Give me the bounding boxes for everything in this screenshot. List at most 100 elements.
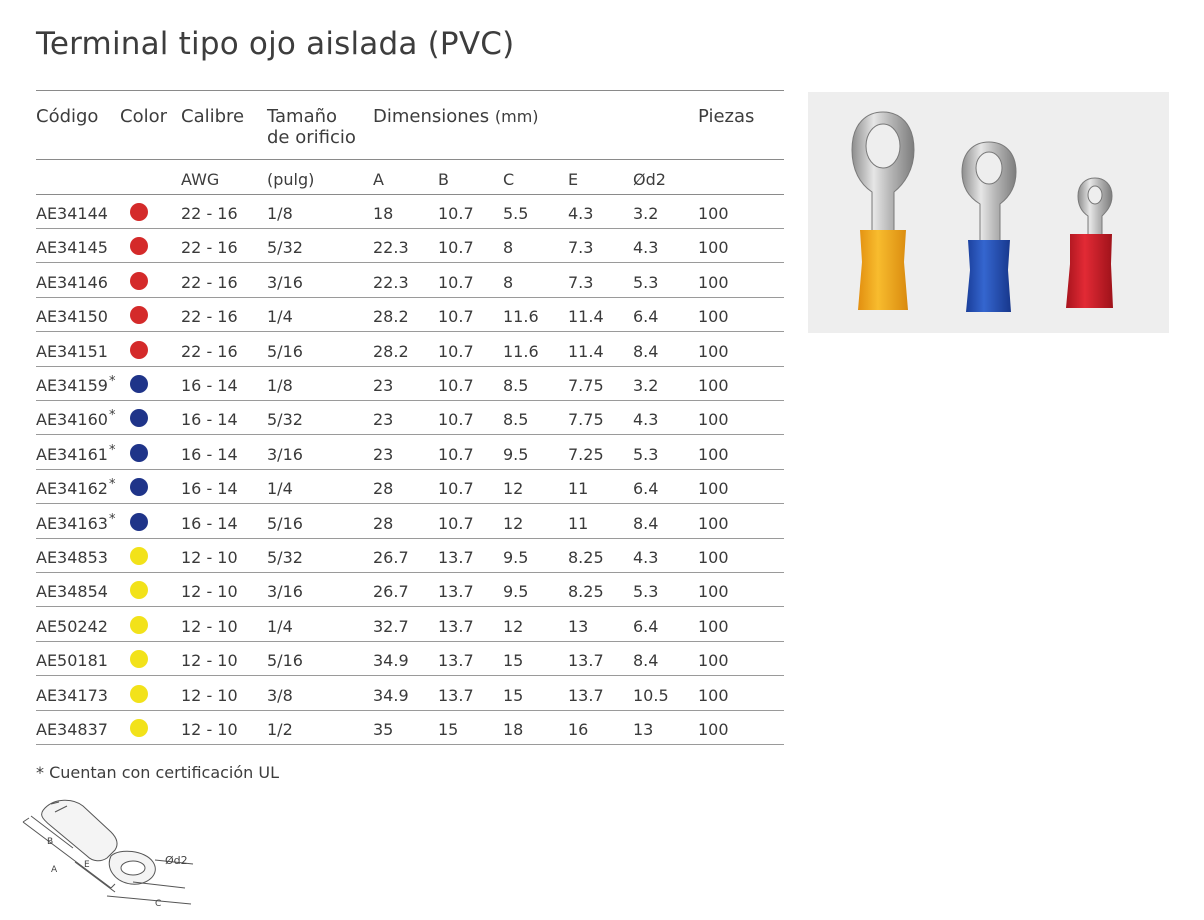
cell-b: 10.7 <box>438 204 474 223</box>
cell-a: 18 <box>373 204 394 223</box>
cell-codigo: AE34160* <box>36 408 115 430</box>
color-dot-red <box>130 271 148 290</box>
cell-calibre: 12 - 10 <box>181 548 238 567</box>
footnote: * Cuentan con certificación UL <box>36 763 279 782</box>
cell-e: 7.75 <box>568 376 604 395</box>
table-row: AE34173 12 - 10 3/8 34.9 13.7 15 13.7 10.5 100 <box>36 677 784 711</box>
cell-piezas: 100 <box>698 204 729 223</box>
table-row: AE34854 12 - 10 3/16 26.7 13.7 9.5 8.25 5.3 100 <box>36 573 784 608</box>
cell-a: 26.7 <box>373 582 409 602</box>
cell-b: 13.7 <box>438 651 474 671</box>
subheader-rule <box>36 194 784 195</box>
cell-b: 10.7 <box>438 376 474 395</box>
cell-e: 11 <box>568 513 589 533</box>
cell-tamano: 1/2 <box>267 720 293 739</box>
cell-b: 13.7 <box>438 616 474 636</box>
row-divider <box>36 468 784 470</box>
cell-d2: 5.3 <box>633 444 659 464</box>
cell-codigo: AE34151 <box>36 342 108 361</box>
header-calibre: Calibre <box>181 106 245 127</box>
ul-certified-marker: * <box>108 442 116 458</box>
cell-piezas: 100 <box>698 410 729 430</box>
codigo-text: AE34853 <box>36 548 108 567</box>
cell-piezas: 100 <box>698 513 729 533</box>
codigo-text: AE34160 <box>36 410 108 430</box>
cell-codigo: AE34853 <box>36 548 108 567</box>
color-dot-red <box>130 237 148 256</box>
table-row: AE34161* 16 - 14 3/16 23 10.7 9.5 7.25 5.3 100 <box>36 436 784 470</box>
cell-e: 16 <box>568 720 589 739</box>
codigo-text: AE34146 <box>36 272 108 292</box>
cell-b: 13.7 <box>438 548 474 567</box>
cell-tamano: 5/16 <box>267 651 303 671</box>
cell-tamano: 3/16 <box>267 444 303 464</box>
subheader-d2: Ød2 <box>633 170 666 189</box>
codigo-text: AE34150 <box>36 307 108 327</box>
cell-tamano: 1/4 <box>267 616 293 636</box>
ul-certified-marker: * <box>108 511 116 527</box>
row-divider <box>36 606 784 608</box>
codigo-text: AE34151 <box>36 341 108 361</box>
cell-c: 15 <box>503 685 524 705</box>
color-dot-red <box>130 306 148 325</box>
table-row: AE34159* 16 - 14 1/8 23 10.7 8.5 7.75 3.2 100 <box>36 367 784 401</box>
cell-c: 8 <box>503 272 514 292</box>
header-piezas: Piezas <box>698 106 755 127</box>
cell-e: 13.7 <box>568 685 604 705</box>
codigo-text: AE34161 <box>36 444 108 464</box>
cell-b: 10.7 <box>438 479 474 499</box>
cell-e: 7.25 <box>568 444 604 464</box>
cell-c: 11.6 <box>503 341 539 361</box>
cell-calibre: 22 - 16 <box>181 272 238 292</box>
cell-calibre: 12 - 10 <box>181 582 238 602</box>
cell-piezas: 100 <box>698 376 729 395</box>
cell-tamano: 1/8 <box>267 376 293 395</box>
row-divider <box>36 434 784 436</box>
header-rule <box>36 159 784 160</box>
cell-codigo: AE34144 <box>36 204 108 223</box>
cell-tamano: 5/32 <box>267 548 303 567</box>
cell-calibre: 12 - 10 <box>181 651 238 671</box>
cell-calibre: 12 - 10 <box>181 685 238 705</box>
color-dot-yellow <box>130 684 148 703</box>
header-dimensiones: Dimensiones (mm) <box>373 106 539 127</box>
row-divider <box>36 365 784 367</box>
cell-c: 12 <box>503 616 524 636</box>
cell-d2: 8.4 <box>633 513 659 533</box>
cell-c: 12 <box>503 479 524 499</box>
cell-b: 10.7 <box>438 410 474 430</box>
cell-piezas: 100 <box>698 272 729 292</box>
codigo-text: AE50181 <box>36 651 108 671</box>
row-divider <box>36 228 784 229</box>
color-dot-yellow <box>130 719 148 737</box>
cell-piezas: 100 <box>698 444 729 464</box>
codigo-text: AE34162 <box>36 479 108 499</box>
cell-e: 11.4 <box>568 341 604 361</box>
cell-e: 8.25 <box>568 548 604 567</box>
table-row: AE34145 22 - 16 5/32 22.3 10.7 8 7.3 4.3 100 <box>36 229 784 264</box>
subheader-b: B <box>438 170 449 189</box>
ul-certified-marker: * <box>108 477 116 493</box>
cell-a: 23 <box>373 410 394 430</box>
cell-calibre: 16 - 14 <box>181 410 238 430</box>
cell-d2: 8.4 <box>633 341 659 361</box>
row-divider <box>36 640 784 642</box>
row-divider <box>36 331 784 333</box>
ul-certified-marker: * <box>108 374 116 389</box>
color-dot-red <box>130 203 148 221</box>
color-dot-blue <box>130 409 148 428</box>
cell-d2: 4.3 <box>633 238 659 258</box>
color-dot-yellow <box>130 581 148 600</box>
cell-b: 10.7 <box>438 272 474 292</box>
cell-tamano: 5/16 <box>267 341 303 361</box>
header-tamano-line2: de orificio <box>267 127 356 148</box>
cell-d2: 5.3 <box>633 582 659 602</box>
cell-d2: 13 <box>633 720 654 739</box>
cell-piezas: 100 <box>698 307 729 327</box>
cell-d2: 5.3 <box>633 272 659 292</box>
cell-calibre: 16 - 14 <box>181 513 238 533</box>
cell-piezas: 100 <box>698 720 729 739</box>
codigo-text: AE34144 <box>36 204 108 223</box>
cell-piezas: 100 <box>698 582 729 602</box>
diagram-label-a: A <box>51 865 58 875</box>
